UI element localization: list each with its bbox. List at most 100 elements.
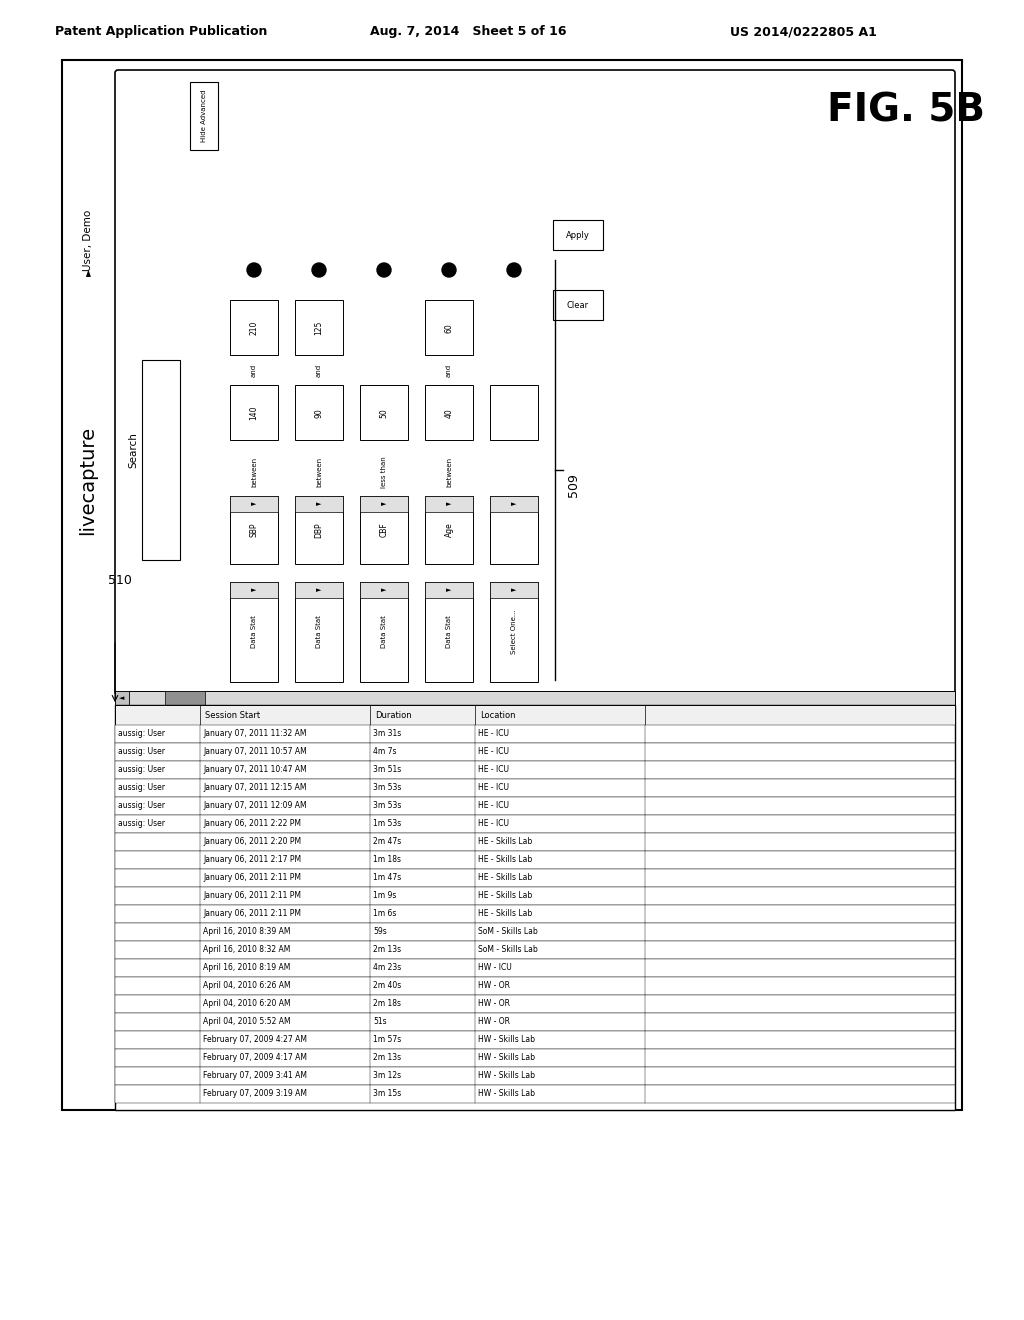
Circle shape [247,263,261,277]
Text: April 16, 2010 8:39 AM: April 16, 2010 8:39 AM [203,928,291,936]
Bar [490,582,538,598]
Text: January 07, 2011 10:47 AM: January 07, 2011 10:47 AM [203,766,307,775]
Text: HW - Skills Lab: HW - Skills Lab [478,1035,535,1044]
Text: April 16, 2010 8:19 AM: April 16, 2010 8:19 AM [203,964,291,973]
Text: 1m 18s: 1m 18s [373,855,401,865]
Bar [115,1085,955,1104]
Bar [115,995,955,1012]
Bar [425,496,473,564]
Bar [115,814,955,833]
Text: ◄: ◄ [120,696,125,701]
Text: April 04, 2010 5:52 AM: April 04, 2010 5:52 AM [203,1018,291,1027]
Text: HE - Skills Lab: HE - Skills Lab [478,855,532,865]
Bar [165,690,205,705]
Text: between: between [251,457,257,487]
Bar [295,582,343,598]
Text: 3m 12s: 3m 12s [373,1072,401,1081]
Text: HW - Skills Lab: HW - Skills Lab [478,1053,535,1063]
Bar [490,496,538,564]
Bar [360,496,408,512]
Text: FIG. 5B: FIG. 5B [827,91,985,129]
FancyBboxPatch shape [115,70,955,696]
Bar [360,582,408,682]
Text: January 06, 2011 2:11 PM: January 06, 2011 2:11 PM [203,909,301,919]
Bar [230,582,278,598]
Text: January 06, 2011 2:20 PM: January 06, 2011 2:20 PM [203,837,301,846]
Text: 2m 47s: 2m 47s [373,837,401,846]
Circle shape [377,263,391,277]
Text: and: and [446,363,452,376]
Text: ►: ► [83,268,93,276]
Text: 50: 50 [380,408,388,418]
Text: 2m 13s: 2m 13s [373,945,401,954]
Bar [230,582,278,682]
Text: HE - ICU: HE - ICU [478,766,509,775]
Text: ►: ► [446,587,452,593]
Text: 4m 7s: 4m 7s [373,747,396,756]
Bar [230,300,278,355]
Circle shape [442,263,456,277]
Text: 510: 510 [108,573,132,586]
Text: Data Stat: Data Stat [316,615,322,648]
Bar [115,690,955,705]
Text: 3m 15s: 3m 15s [373,1089,401,1098]
Text: Session Start: Session Start [205,710,260,719]
Bar [115,941,955,960]
Text: and: and [251,363,257,376]
Bar [425,582,473,682]
Text: Aug. 7, 2014   Sheet 5 of 16: Aug. 7, 2014 Sheet 5 of 16 [370,25,566,38]
Text: aussig: User: aussig: User [118,747,165,756]
Text: HW - Skills Lab: HW - Skills Lab [478,1089,535,1098]
Text: CBF: CBF [380,523,388,537]
Text: 2m 40s: 2m 40s [373,982,401,990]
Text: HE - Skills Lab: HE - Skills Lab [478,891,532,900]
Text: SoM - Skills Lab: SoM - Skills Lab [478,945,538,954]
Bar [360,582,408,598]
Bar [115,923,955,941]
Text: 1m 9s: 1m 9s [373,891,396,900]
Text: HE - ICU: HE - ICU [478,730,509,738]
Bar [230,496,278,564]
Text: ►: ► [316,587,322,593]
Text: HW - OR: HW - OR [478,999,510,1008]
Text: 1m 53s: 1m 53s [373,820,401,829]
Bar [115,797,955,814]
Text: Patent Application Publication: Patent Application Publication [55,25,267,38]
Text: 1m 47s: 1m 47s [373,874,401,883]
Text: Data Stat: Data Stat [251,615,257,648]
Bar [295,496,343,564]
Text: and: and [316,363,322,376]
Bar [115,833,955,851]
Text: January 07, 2011 10:57 AM: January 07, 2011 10:57 AM [203,747,307,756]
Text: January 06, 2011 2:11 PM: January 06, 2011 2:11 PM [203,874,301,883]
Text: ►: ► [511,502,517,507]
Bar [490,385,538,440]
Bar [295,385,343,440]
Text: 509: 509 [567,473,580,496]
Text: HE - Skills Lab: HE - Skills Lab [478,909,532,919]
Text: February 07, 2009 3:41 AM: February 07, 2009 3:41 AM [203,1072,307,1081]
Text: livecapture: livecapture [79,425,97,535]
Bar [425,385,473,440]
Text: January 06, 2011 2:17 PM: January 06, 2011 2:17 PM [203,855,301,865]
Text: between: between [446,457,452,487]
Text: HW - OR: HW - OR [478,1018,510,1027]
Text: HE - ICU: HE - ICU [478,784,509,792]
Bar [115,869,955,887]
Bar [360,385,408,440]
Text: 3m 53s: 3m 53s [373,784,401,792]
Bar [142,360,180,560]
Bar [425,582,473,598]
Bar [115,851,955,869]
Bar [115,690,129,705]
Text: Data Stat: Data Stat [381,615,387,648]
Bar [62,59,962,1110]
Text: Apply: Apply [566,231,590,239]
Bar [190,82,218,150]
Text: HW - OR: HW - OR [478,982,510,990]
Text: User, Demo: User, Demo [83,210,93,271]
Text: between: between [316,457,322,487]
Text: HE - ICU: HE - ICU [478,801,509,810]
Text: 2m 13s: 2m 13s [373,1053,401,1063]
Bar [115,705,955,1110]
